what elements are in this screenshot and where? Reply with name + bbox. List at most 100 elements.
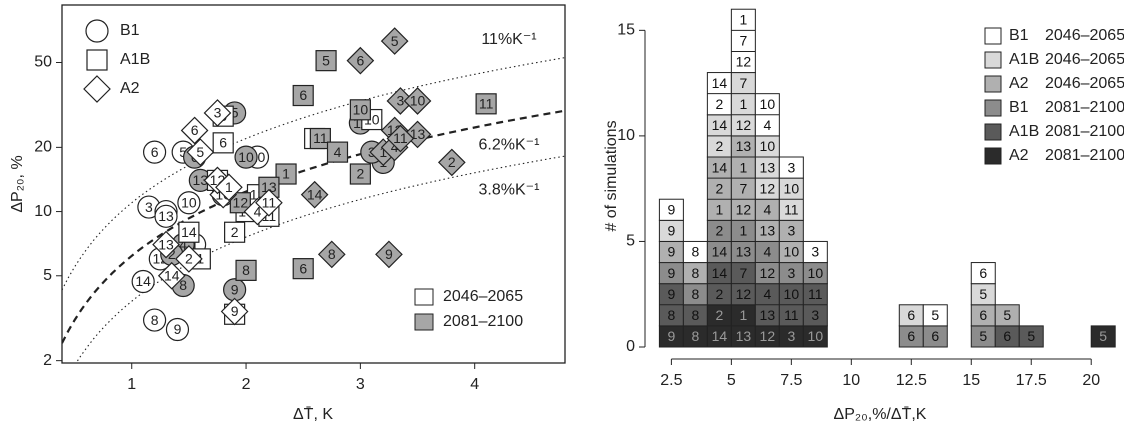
y-tick-label: 10 (617, 127, 635, 144)
marker (292, 258, 314, 280)
marker (234, 145, 258, 169)
point-label: 14 (181, 224, 197, 240)
point-label: 9 (231, 303, 239, 319)
cell-label: 8 (691, 286, 699, 302)
x-tick-label: 1 (127, 376, 136, 393)
cell-label: 1 (739, 11, 747, 27)
cell-label: 10 (760, 138, 776, 154)
x-tick-label: 2.5 (660, 372, 682, 389)
reference-label: 6.2%K⁻¹ (479, 136, 540, 153)
cell-label: 5 (979, 286, 987, 302)
legend-label: A2 (1009, 75, 1029, 92)
point-label: 5 (179, 144, 187, 160)
legend-swatch (984, 147, 1002, 165)
cell-label: 2 (715, 223, 723, 239)
point-label: 6 (299, 87, 307, 103)
cell-label: 2 (715, 307, 723, 323)
y-tick-label: 10 (34, 203, 52, 220)
marker (224, 221, 246, 243)
cell-label: 9 (667, 286, 675, 302)
point-label: 11 (393, 130, 408, 146)
point-label: 2 (448, 154, 456, 170)
plot-frame (61, 4, 566, 364)
point-label: 14 (164, 267, 180, 283)
cell-label: 4 (763, 286, 771, 302)
legend-label: B1 (1009, 27, 1029, 44)
cell-label: 10 (784, 244, 800, 260)
point-label: 13 (158, 236, 174, 252)
legend-label: 2046–2065 (1045, 75, 1124, 92)
bar-segment (730, 8, 756, 74)
point-label: 13 (193, 172, 209, 188)
point-label: 3 (396, 93, 404, 109)
point-label: 9 (174, 321, 182, 337)
point-label: 1 (379, 144, 387, 160)
reference-line (62, 57, 565, 291)
marker (255, 188, 283, 217)
cell-label: 7 (739, 75, 747, 91)
y-tick-label: 2 (43, 352, 52, 369)
point-label: 2 (168, 246, 176, 262)
marker (380, 27, 409, 55)
cell-label: 7 (739, 33, 747, 49)
x-tick-label: 17.5 (1016, 372, 1047, 389)
marker (309, 127, 331, 150)
point-label: 5 (231, 105, 239, 121)
x-tick-label: 5 (727, 372, 736, 389)
legend-label: 2081–2100 (1045, 147, 1124, 164)
x-axis-label: ΔT̄, K (293, 406, 333, 423)
cell-label: 10 (784, 286, 800, 302)
cell-label: 6 (1003, 328, 1011, 344)
cell-label: 10 (808, 328, 824, 344)
y-tick-label: 5 (43, 267, 52, 284)
point-label: 13 (261, 179, 277, 195)
point-label: 10 (181, 194, 197, 210)
cell-label: 1 (739, 223, 747, 239)
cell-label: 8 (691, 265, 699, 281)
point-label: 10 (353, 102, 369, 118)
point-label: 3 (145, 199, 153, 215)
cell-label: 12 (736, 201, 752, 217)
legend-label: 2046–2065 (1045, 51, 1124, 68)
cell-label: 8 (691, 244, 699, 260)
point-label: 10 (410, 93, 426, 109)
point-label: 8 (179, 277, 187, 293)
bar-segment (994, 304, 1020, 327)
marker (131, 269, 155, 294)
point-label: 11 (262, 194, 277, 210)
x-axis-label: ΔP₂₀,%/ΔT̄,K (834, 406, 927, 423)
bar-segment (658, 198, 684, 221)
marker (142, 140, 167, 164)
cell-label: 8 (691, 328, 699, 344)
x-tick-label: 3 (356, 376, 365, 393)
marker (317, 240, 346, 269)
marker (475, 93, 497, 115)
cell-label: 3 (787, 328, 795, 344)
point-label: 5 (322, 52, 330, 68)
cell-label: 12 (736, 117, 752, 133)
point-label: 4 (391, 139, 399, 155)
point-label: 13 (158, 208, 174, 224)
point-label: 6 (299, 260, 307, 276)
legend-label: 2046–2065 (443, 288, 523, 305)
point-label: 2 (356, 166, 364, 182)
cell-label: 9 (667, 244, 675, 260)
marker (215, 173, 243, 202)
cell-label: 2 (715, 180, 723, 196)
legend-swatch (984, 123, 1002, 141)
point-label: 4 (179, 236, 187, 252)
marker (180, 116, 209, 145)
marker (212, 132, 234, 154)
legend-label: 2081–2100 (443, 313, 523, 330)
legend-swatch (984, 51, 1002, 69)
legend-label: B1 (120, 22, 140, 39)
marker (403, 87, 432, 115)
bar-segment (1090, 325, 1116, 348)
marker (300, 180, 329, 209)
point-label: 8 (328, 246, 336, 262)
cell-label: 6 (931, 328, 939, 344)
cell-label: 2 (715, 138, 723, 154)
marker (177, 191, 201, 215)
cell-label: 13 (760, 159, 776, 175)
